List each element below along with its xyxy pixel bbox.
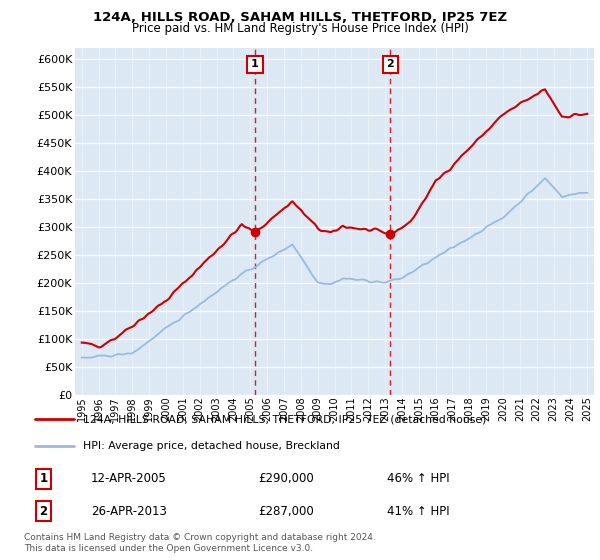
Text: 2: 2: [386, 59, 394, 69]
Text: HPI: Average price, detached house, Breckland: HPI: Average price, detached house, Brec…: [83, 441, 340, 451]
Text: £290,000: £290,000: [259, 473, 314, 486]
Text: Contains HM Land Registry data © Crown copyright and database right 2024.
This d: Contains HM Land Registry data © Crown c…: [24, 533, 376, 553]
Text: £287,000: £287,000: [259, 505, 314, 517]
Text: Price paid vs. HM Land Registry's House Price Index (HPI): Price paid vs. HM Land Registry's House …: [131, 22, 469, 35]
Text: 2: 2: [40, 505, 47, 517]
Text: 1: 1: [40, 473, 47, 486]
Text: 41% ↑ HPI: 41% ↑ HPI: [387, 505, 449, 517]
Text: 46% ↑ HPI: 46% ↑ HPI: [387, 473, 449, 486]
Text: 12-APR-2005: 12-APR-2005: [91, 473, 167, 486]
Text: 26-APR-2013: 26-APR-2013: [91, 505, 167, 517]
Text: 124A, HILLS ROAD, SAHAM HILLS, THETFORD, IP25 7EZ (detached house): 124A, HILLS ROAD, SAHAM HILLS, THETFORD,…: [83, 414, 486, 424]
Text: 124A, HILLS ROAD, SAHAM HILLS, THETFORD, IP25 7EZ: 124A, HILLS ROAD, SAHAM HILLS, THETFORD,…: [93, 11, 507, 24]
Text: 1: 1: [251, 59, 259, 69]
